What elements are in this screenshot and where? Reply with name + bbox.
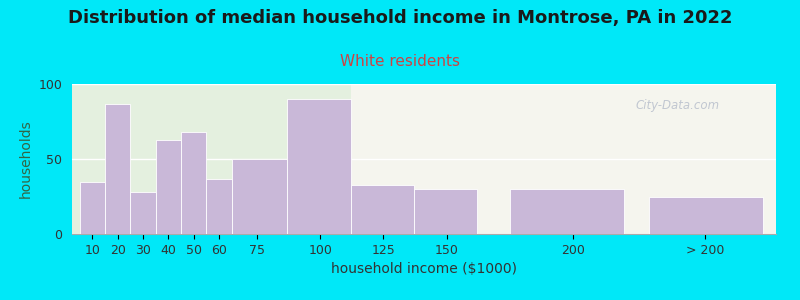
Bar <box>105 103 130 234</box>
Bar <box>181 132 206 234</box>
X-axis label: household income ($1000): household income ($1000) <box>331 262 517 276</box>
Bar <box>414 189 477 234</box>
Bar <box>155 140 181 234</box>
Y-axis label: households: households <box>19 120 33 198</box>
Bar <box>287 99 350 234</box>
Bar <box>206 178 231 234</box>
Bar <box>350 184 414 234</box>
Bar <box>130 192 155 234</box>
Bar <box>350 84 776 234</box>
Bar <box>72 84 350 234</box>
Bar <box>79 182 105 234</box>
Bar <box>650 196 763 234</box>
Bar <box>510 189 624 234</box>
Bar <box>231 159 287 234</box>
Text: City-Data.com: City-Data.com <box>635 99 719 112</box>
Text: Distribution of median household income in Montrose, PA in 2022: Distribution of median household income … <box>68 9 732 27</box>
Text: White residents: White residents <box>340 54 460 69</box>
